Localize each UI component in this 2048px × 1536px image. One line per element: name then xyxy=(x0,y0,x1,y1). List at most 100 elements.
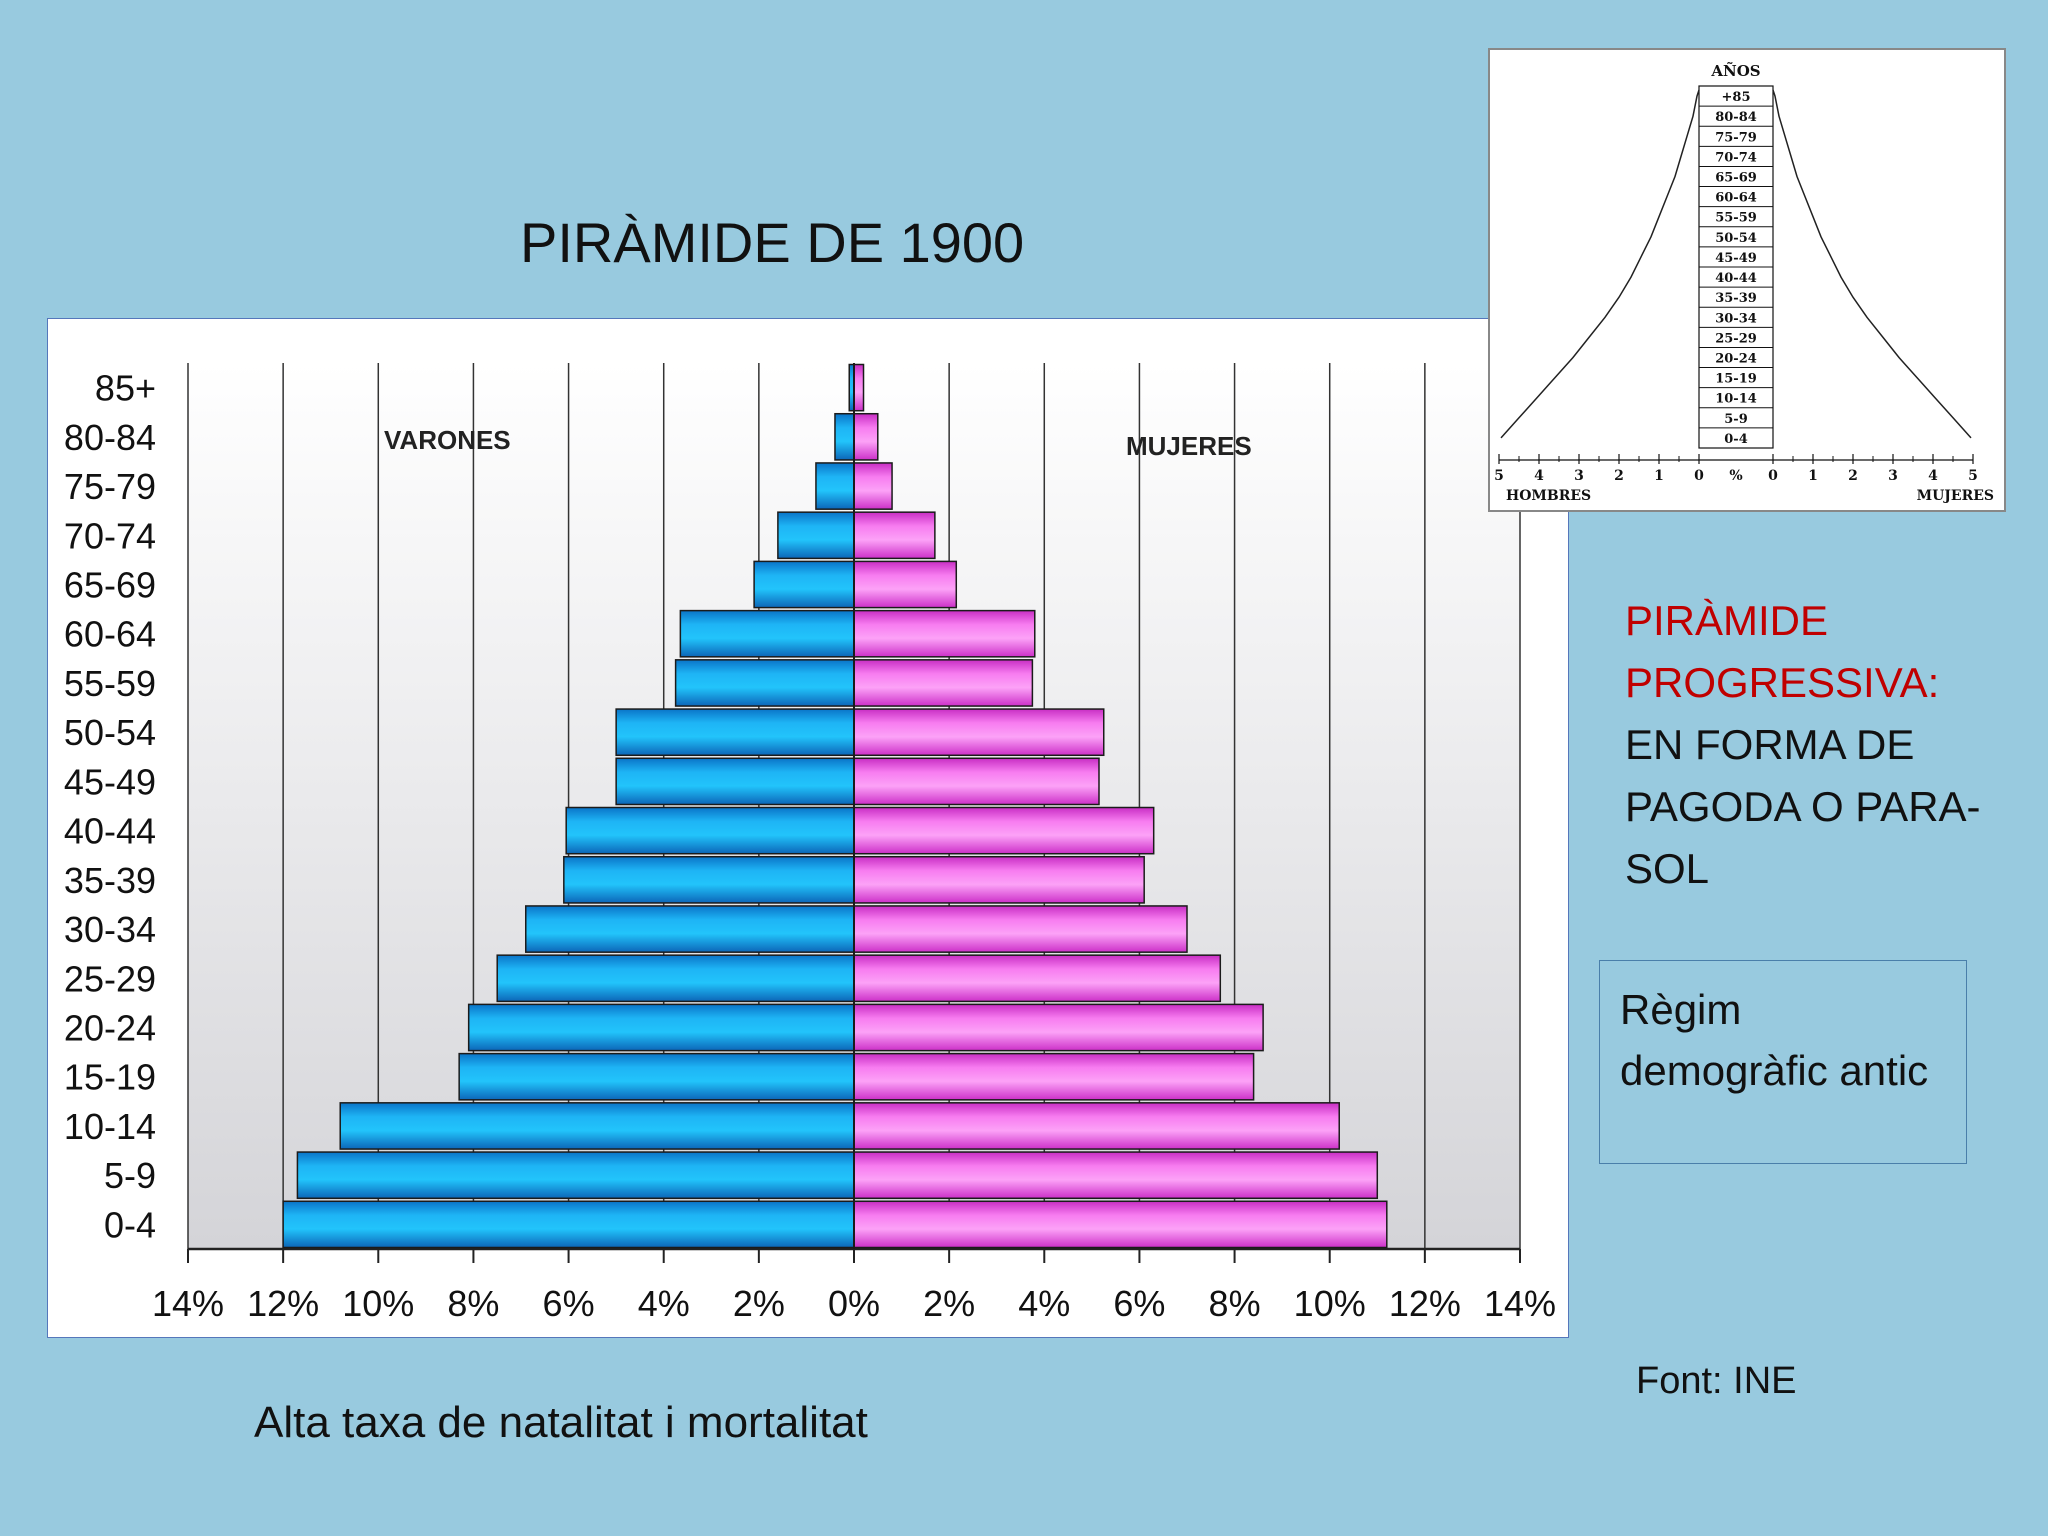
y-category-label: 0-4 xyxy=(104,1204,156,1245)
x-tick-label: 8% xyxy=(447,1283,499,1324)
bar-women-85+ xyxy=(853,363,865,412)
bar-women-65-69 xyxy=(853,560,958,609)
inset-x-tick-label: 1 xyxy=(1654,468,1664,484)
y-category-label: 35-39 xyxy=(64,860,156,901)
inset-age-label: 20-24 xyxy=(1715,352,1757,367)
inset-x-tick-label: 4 xyxy=(1928,468,1938,484)
bar-men-80-84 xyxy=(834,412,855,461)
y-category-label: 70-74 xyxy=(64,515,156,556)
inset-x-tick-label: 5 xyxy=(1494,468,1504,484)
inset-age-label: 5-9 xyxy=(1724,412,1748,427)
chart-caption: Alta taxa de natalitat i mortalitat xyxy=(254,1398,868,1447)
bar-women-10-14 xyxy=(853,1102,1340,1150)
bar-men-65-69 xyxy=(753,560,855,609)
pyramid-svg: 14% 12% 10% 8% 6% 4% 2% 0% 2% 4% 6% 8% 10% 12% 14% 0-4 5… xyxy=(64,363,1556,1324)
legend-men: VARONES xyxy=(384,425,511,455)
bar-women-45-49 xyxy=(853,757,1100,806)
inset-age-label: 30-34 xyxy=(1715,311,1757,326)
inset-age-label: 55-59 xyxy=(1715,211,1757,226)
y-category-label: 25-29 xyxy=(64,958,156,999)
inset-x-tick-label: 1 xyxy=(1808,468,1818,484)
x-tick-label: 12% xyxy=(1389,1283,1461,1324)
inset-age-label: 80-84 xyxy=(1715,110,1757,125)
bar-women-30-34 xyxy=(853,905,1188,953)
bar-men-60-64 xyxy=(679,609,855,658)
y-category-label: 30-34 xyxy=(64,909,156,950)
inset-age-label: 70-74 xyxy=(1715,150,1757,165)
x-tick-label: 10% xyxy=(342,1283,414,1324)
y-category-label: 20-24 xyxy=(64,1008,156,1049)
population-pyramid-chart: 14% 12% 10% 8% 6% 4% 2% 0% 2% 4% 6% 8% 10% 12% 14% 0-4 5… xyxy=(47,318,1569,1338)
bar-men-70-74 xyxy=(777,511,855,560)
pyramid-shape-label: EN FORMA DE PAGODA O PARA-SOL xyxy=(1625,721,1981,892)
inset-xlabel-right: MUJERES xyxy=(1917,488,1994,504)
x-tick-label: 6% xyxy=(543,1283,595,1324)
y-category-label: 75-79 xyxy=(64,466,156,507)
y-category-label: 15-19 xyxy=(64,1057,156,1098)
bar-men-25-29 xyxy=(496,954,855,1003)
bar-women-80-84 xyxy=(853,412,879,461)
x-tick-label: 6% xyxy=(1113,1283,1165,1324)
inset-x-tick-label: % xyxy=(1729,468,1742,484)
inset-age-label: 60-64 xyxy=(1715,191,1757,206)
y-category-label: 50-54 xyxy=(64,712,156,753)
y-category-label: 5-9 xyxy=(104,1155,156,1196)
y-category-label: 40-44 xyxy=(64,811,156,852)
y-category-label: 55-59 xyxy=(64,663,156,704)
reference-pyramid-inset: 0-4 5-9 10-14 15-19 20-24 25-29 30-34 35-39 40-4… xyxy=(1488,48,2006,512)
inset-svg: 0-4 5-9 10-14 15-19 20-24 25-29 30-34 35-39 40-4… xyxy=(1494,61,1994,504)
x-tick-label: 2% xyxy=(733,1283,785,1324)
inset-age-label: 45-49 xyxy=(1715,251,1757,266)
bar-women-5-9 xyxy=(853,1151,1379,1200)
x-tick-label: 0% xyxy=(828,1283,880,1324)
inset-age-label: 25-29 xyxy=(1715,331,1757,346)
inset-x-tick-label: 3 xyxy=(1888,468,1898,484)
x-tick-label: 4% xyxy=(638,1283,690,1324)
pyramid-type-label: PIRÀMIDE PROGRESSIVA: xyxy=(1625,597,1940,706)
y-category-label: 60-64 xyxy=(64,614,156,655)
bar-women-55-59 xyxy=(853,659,1034,707)
bar-women-0-4 xyxy=(853,1200,1388,1249)
inset-age-label: 50-54 xyxy=(1715,231,1757,246)
x-tick-label: 10% xyxy=(1294,1283,1366,1324)
inset-age-label: 10-14 xyxy=(1715,392,1757,407)
bar-women-15-19 xyxy=(853,1052,1255,1101)
inset-age-label: 15-19 xyxy=(1715,372,1757,387)
y-category-label: 65-69 xyxy=(64,565,156,606)
inset-x-tick-label: 0 xyxy=(1694,468,1704,484)
inset-age-label: 75-79 xyxy=(1715,130,1757,145)
demographic-regime-box: Règim demogràfic antic xyxy=(1599,960,1967,1164)
bar-men-15-19 xyxy=(458,1052,855,1101)
pyramid-type-description: PIRÀMIDE PROGRESSIVA: EN FORMA DE PAGODA… xyxy=(1625,590,2025,900)
bar-women-40-44 xyxy=(853,806,1155,855)
y-category-label: 80-84 xyxy=(64,417,156,458)
y-category-label: 10-14 xyxy=(64,1106,156,1147)
inset-x-tick-label: 5 xyxy=(1968,468,1978,484)
x-tick-label: 14% xyxy=(1484,1283,1556,1324)
bar-women-70-74 xyxy=(853,511,936,560)
source-label: Font: INE xyxy=(1636,1360,1797,1402)
bar-men-75-79 xyxy=(815,462,855,510)
x-tick-label: 2% xyxy=(923,1283,975,1324)
bar-women-60-64 xyxy=(853,609,1036,658)
bar-men-30-34 xyxy=(525,905,855,953)
bar-women-25-29 xyxy=(853,954,1222,1003)
bar-women-35-39 xyxy=(853,855,1145,904)
inset-age-label: 0-4 xyxy=(1724,432,1748,447)
x-tick-label: 14% xyxy=(152,1283,224,1324)
inset-x-tick-label: 2 xyxy=(1848,468,1858,484)
x-tick-label: 12% xyxy=(247,1283,319,1324)
inset-age-label: 65-69 xyxy=(1715,171,1757,186)
bar-men-50-54 xyxy=(615,708,855,757)
bar-men-45-49 xyxy=(615,757,855,806)
inset-age-label: 35-39 xyxy=(1715,291,1757,306)
bar-men-20-24 xyxy=(467,1003,855,1052)
inset-age-label: 40-44 xyxy=(1715,271,1757,286)
bar-men-0-4 xyxy=(282,1200,855,1249)
inset-women-outline xyxy=(1772,89,1972,439)
inset-men-outline xyxy=(1500,89,1700,439)
regime-text: Règim demogràfic antic xyxy=(1620,986,1929,1094)
inset-y-title: AÑOS xyxy=(1710,61,1760,80)
slide-title: PIRÀMIDE DE 1900 xyxy=(520,211,1025,274)
inset-x-tick-label: 2 xyxy=(1614,468,1624,484)
